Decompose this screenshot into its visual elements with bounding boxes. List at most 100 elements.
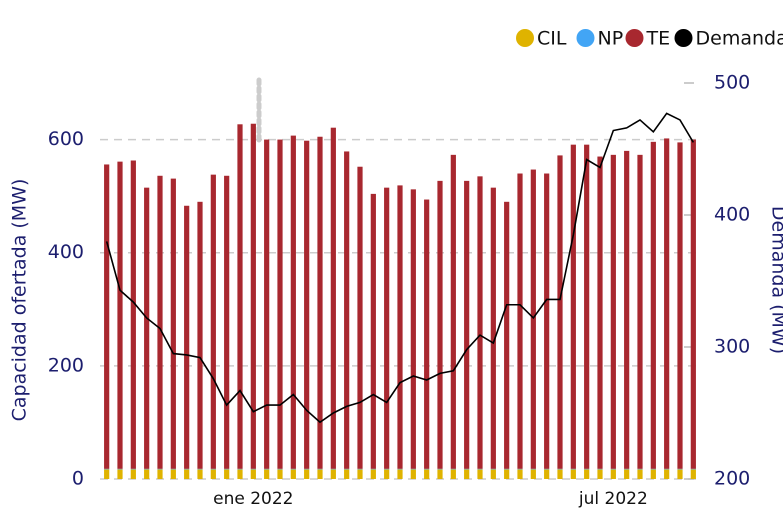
bar-segment [424,200,429,469]
bar-segment [597,469,602,479]
legend-swatch [516,29,534,47]
bar-segment [397,185,402,468]
y-tick-label: 0 [72,468,84,490]
bar-segment [344,151,349,468]
bar-segment [557,469,562,470]
bar-segment [331,469,336,470]
bar-segment [451,469,456,470]
bar-segment [691,469,696,479]
bar-segment [157,469,162,470]
bar-segment [277,469,282,470]
bar-segment [251,124,256,469]
bar-segment [664,469,669,470]
y2-tick-label: 200 [714,468,750,490]
bar-segment [344,469,349,470]
bar-segment [424,469,429,470]
bar-segment [544,174,549,469]
legend-label: NP [598,28,624,50]
bar-segment [291,136,296,469]
bar-segment [504,202,509,469]
bar-segment [331,469,336,479]
bar-segment [224,469,229,470]
y2-tick-label: 300 [714,336,750,358]
bar-segment [504,469,509,470]
bar-segment [624,151,629,469]
y-axis-label: Capacidad ofertada (MW) [9,179,31,422]
y2-axis-label: Demanda (MW) [768,206,783,354]
bar-segment [371,469,376,470]
bar-segment [251,469,256,479]
bar-segment [517,174,522,469]
bar-segment [104,469,109,470]
bar-segment [557,469,562,479]
y2-tick-label: 500 [714,72,750,94]
bar-segment [597,157,602,469]
bar-segment [571,145,576,469]
bar-segment [611,155,616,469]
bar-segment [397,469,402,470]
legend-label: TE [646,28,671,50]
bar-segment [157,469,162,479]
bar-segment [237,469,242,479]
bar-segment [637,469,642,479]
bar-segment [491,469,496,470]
bar-segment [197,469,202,479]
bar-segment [304,469,309,470]
bar-segment [211,469,216,470]
y-tick-label: 600 [48,128,84,150]
bar-segment [504,469,509,479]
legend-label: CIL [537,28,567,50]
x-tick-label: ene 2022 [213,489,293,509]
bar-segment [437,469,442,479]
y-tick-label: 200 [48,354,84,376]
bar-segment [691,140,696,469]
bar-segment [144,188,149,469]
bar-segment [651,469,656,479]
bar-segment [491,188,496,469]
bar-segment [664,138,669,468]
bar-segment [184,206,189,469]
bar-segment [291,469,296,470]
bar-segment [317,469,322,479]
bar-segment [531,469,536,479]
bar-segment [171,179,176,469]
bar-segment [384,469,389,479]
legend-swatch [577,29,595,47]
bar-segment [624,469,629,479]
bar-segment [544,469,549,479]
bar-segment [344,469,349,479]
bar-segment [571,469,576,470]
bar-segment [384,469,389,470]
bar-segment [237,124,242,469]
bar-segment [117,469,122,479]
bar-segment [331,128,336,469]
bar-segment [371,194,376,469]
bar-segment [171,469,176,470]
bar-segment [357,167,362,469]
bar-segment [317,137,322,469]
bar-segment [171,469,176,479]
bar-segment [131,469,136,479]
bar-segment [544,469,549,470]
bar-segment [677,469,682,479]
bar-segment [131,469,136,470]
bar-segment [224,469,229,479]
bar-segment [597,469,602,470]
bar-segment [291,469,296,479]
bar-segment [517,469,522,479]
bar-segment [144,469,149,479]
bar-segment [117,162,122,469]
legend-label: Demanda [696,28,783,50]
bar-segment [264,469,269,470]
bar-segment [584,145,589,469]
bar-segment [211,469,216,479]
bar-segment [184,469,189,479]
bar-segment [531,469,536,470]
bar-segment [397,469,402,479]
bar-segment [224,176,229,469]
legend-swatch [675,29,693,47]
bar-segment [677,469,682,470]
bar-segment [691,469,696,470]
y-tick-label: 400 [48,241,84,263]
bar-segment [197,469,202,470]
